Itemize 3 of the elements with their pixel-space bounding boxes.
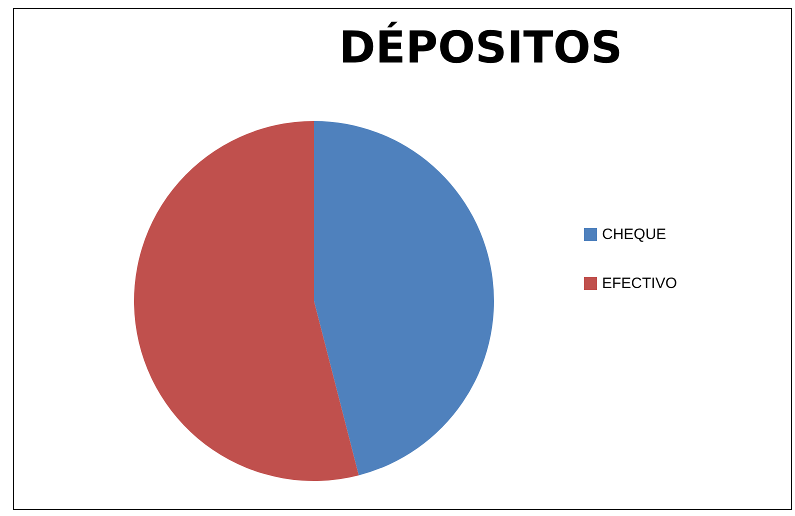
legend-label: CHEQUE (602, 226, 666, 243)
chart-title: DÉPOSITOS (339, 22, 622, 74)
legend-label: EFECTIVO (602, 275, 678, 292)
